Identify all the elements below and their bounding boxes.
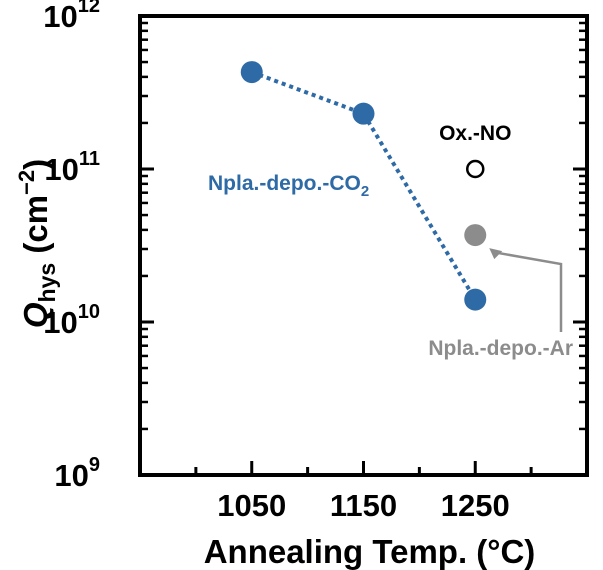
x-axis-title: Annealing Temp. (°C) bbox=[204, 533, 536, 570]
data-points bbox=[240, 61, 487, 311]
data-point bbox=[352, 102, 375, 125]
data-point bbox=[240, 61, 263, 84]
x-tick-label: 1150 bbox=[330, 488, 397, 523]
y-axis-title: Qhys (cm−2) bbox=[14, 159, 60, 328]
axes bbox=[138, 14, 589, 477]
y-tick-label: 1012 bbox=[43, 0, 100, 34]
y-tick-label: 1011 bbox=[44, 148, 100, 187]
series-label-ar: Npla.-depo.-Ar bbox=[428, 337, 573, 360]
data-point bbox=[464, 224, 487, 247]
ticks: 1050 1150 1250 109 1010 1011 1012 bbox=[43, 0, 587, 523]
series-label-co2: Npla.-depo.-CO2 bbox=[208, 172, 369, 200]
y-tick-label: 1010 bbox=[43, 301, 100, 340]
x-tick-label: 1250 bbox=[441, 488, 510, 523]
data-point-open bbox=[466, 159, 485, 179]
arrow-head bbox=[489, 248, 503, 260]
axis-labels: Annealing Temp. (°C) Qhys (cm−2) bbox=[14, 159, 535, 570]
arrow-line bbox=[493, 250, 563, 332]
data-point bbox=[464, 288, 487, 311]
plot-frame bbox=[138, 14, 589, 477]
series-label-ox-no: Ox.-NO bbox=[439, 122, 511, 145]
annotations: Npla.-depo.-CO2 Ox.-NO Npla.-depo.-Ar bbox=[208, 122, 573, 360]
x-tick-label: 1050 bbox=[217, 488, 286, 523]
y-tick-label: 109 bbox=[54, 454, 100, 493]
